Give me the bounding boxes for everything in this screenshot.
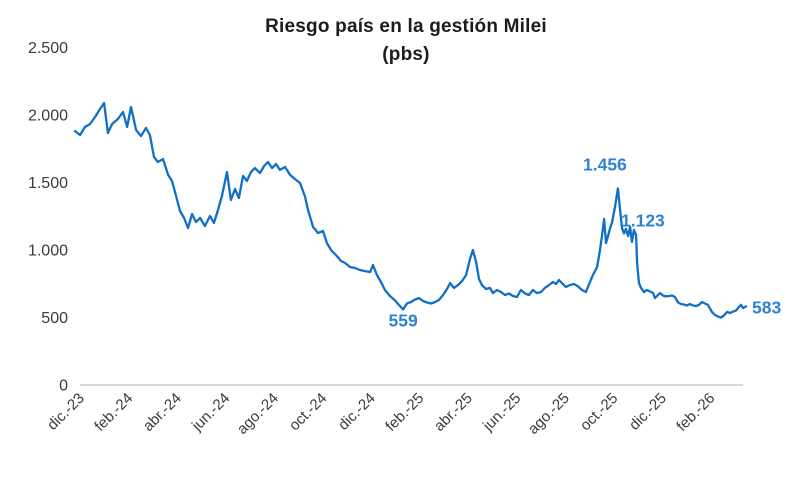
- y-tick-label: 0: [59, 378, 68, 395]
- annotation-label: 1.123: [621, 210, 665, 230]
- x-tick-label: oct.-24: [286, 390, 330, 434]
- x-tick-label: feb.-25: [382, 390, 427, 435]
- x-tick-label: dic.-25: [626, 390, 670, 434]
- y-tick-label: 2.500: [28, 40, 68, 57]
- series-line-riesgo-pais: [73, 101, 748, 319]
- y-tick-label: 1.000: [28, 243, 68, 260]
- y-tick-label: 1.500: [28, 175, 68, 192]
- x-tick-label: dic.-24: [335, 390, 379, 434]
- chart-title-line1: Riesgo país en la gestión Milei: [265, 16, 547, 37]
- x-tick-label: jun.-25: [479, 390, 524, 435]
- x-tick-label: abr.-24: [140, 390, 185, 435]
- x-tick-label: ago.-24: [234, 390, 282, 438]
- annotation-label: 559: [388, 311, 417, 331]
- annotation-label: 1.456: [583, 154, 627, 174]
- y-tick-label: 500: [41, 310, 68, 327]
- chart-title-line2: (pbs): [382, 44, 430, 65]
- x-tick-label: feb.-26: [673, 390, 718, 435]
- annotation-label: 583: [752, 297, 781, 317]
- x-tick-label: jun.-24: [188, 390, 233, 435]
- x-tick-label: abr.-25: [431, 390, 476, 435]
- x-tick-label: dic.-23: [44, 390, 88, 434]
- x-tick-label: oct.-25: [577, 390, 621, 434]
- y-tick-label: 2.000: [28, 108, 68, 125]
- chart-title: Riesgo país en la gestión Milei (pbs): [0, 13, 804, 69]
- x-tick-label: ago.-25: [525, 390, 573, 438]
- x-tick-label: feb.-24: [91, 390, 136, 435]
